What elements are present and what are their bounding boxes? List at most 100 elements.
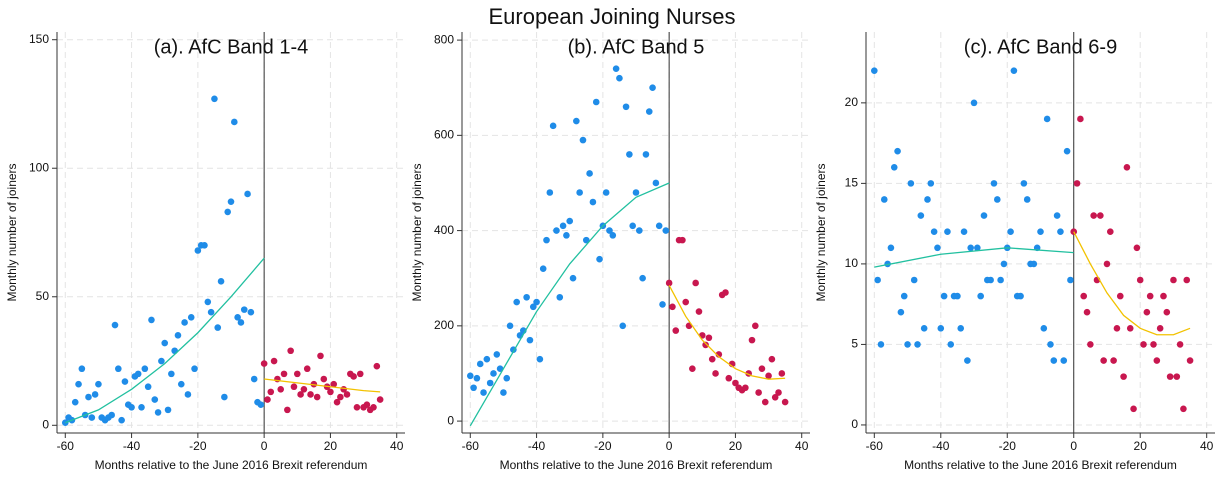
- point: [957, 325, 965, 332]
- y-tick-label: 20: [845, 95, 859, 109]
- point: [573, 117, 580, 125]
- panel: 0 50 100 150 -60 -40 -20 0 20 40 (a). AfC Band 1-4…: [5, 32, 405, 472]
- point: [154, 409, 162, 416]
- point: [1180, 405, 1187, 413]
- point: [1103, 260, 1111, 268]
- point: [987, 276, 994, 284]
- point: [513, 298, 520, 306]
- point: [559, 222, 567, 230]
- point: [247, 308, 255, 316]
- point: [78, 365, 86, 373]
- point: [934, 244, 941, 252]
- point: [1150, 341, 1157, 348]
- point: [695, 308, 703, 315]
- point: [940, 292, 948, 300]
- point: [121, 378, 129, 385]
- point: [500, 389, 507, 396]
- point: [539, 265, 547, 272]
- point: [655, 222, 663, 230]
- point: [470, 384, 477, 392]
- point: [1153, 357, 1161, 364]
- point: [533, 298, 540, 306]
- point: [1170, 276, 1177, 284]
- point: [702, 341, 709, 349]
- point: [752, 322, 759, 330]
- point: [1023, 196, 1031, 203]
- point: [937, 325, 945, 332]
- point: [1120, 373, 1127, 380]
- point: [303, 365, 311, 373]
- y-tick-label: 0: [851, 417, 858, 431]
- point: [376, 396, 384, 403]
- point: [370, 403, 377, 411]
- point: [755, 389, 762, 396]
- point: [970, 99, 978, 107]
- point: [705, 334, 713, 342]
- point: [284, 406, 291, 414]
- point: [612, 65, 620, 72]
- point: [343, 391, 351, 398]
- y-tick-label: 5: [851, 337, 858, 351]
- point: [1050, 357, 1058, 364]
- point: [990, 180, 998, 187]
- point: [629, 222, 636, 230]
- panel-title: (b). AfC Band 5: [568, 36, 705, 58]
- fit-line: [65, 257, 265, 424]
- point: [563, 232, 570, 239]
- point: [553, 227, 560, 234]
- point: [184, 391, 192, 398]
- point: [234, 314, 241, 321]
- y-tick-label: 150: [29, 32, 49, 46]
- point: [771, 393, 779, 401]
- point: [1040, 325, 1048, 332]
- x-axis-label: Months relative to the June 2016 Brexit …: [500, 458, 773, 472]
- x-tick-label: -60: [866, 439, 884, 453]
- point: [529, 303, 537, 311]
- point: [579, 136, 587, 144]
- point: [1173, 373, 1181, 380]
- point: [1166, 373, 1174, 380]
- point: [483, 355, 491, 363]
- point: [168, 370, 175, 378]
- x-tick-label: 20: [729, 439, 743, 453]
- point: [1146, 292, 1154, 300]
- point: [75, 380, 82, 388]
- y-tick-label: 600: [434, 128, 454, 142]
- point: [894, 147, 901, 155]
- point: [108, 411, 115, 419]
- point: [682, 298, 690, 306]
- point: [217, 278, 225, 285]
- point: [1126, 325, 1134, 332]
- point: [194, 247, 202, 254]
- point: [158, 357, 165, 365]
- point: [586, 170, 593, 177]
- point: [556, 293, 564, 301]
- point: [900, 292, 908, 300]
- point: [679, 236, 686, 244]
- point: [224, 208, 231, 216]
- point: [1143, 308, 1151, 316]
- point: [1030, 260, 1038, 268]
- figure-title: European Joining Nurses: [488, 4, 735, 29]
- point: [890, 163, 898, 171]
- point: [240, 306, 248, 313]
- point: [659, 301, 666, 308]
- point: [221, 393, 228, 401]
- point: [1123, 163, 1131, 171]
- point: [1077, 115, 1084, 123]
- point: [277, 386, 285, 393]
- point: [566, 217, 574, 225]
- point: [144, 383, 152, 391]
- point: [665, 279, 673, 287]
- point: [977, 292, 984, 300]
- point: [1007, 228, 1014, 235]
- point: [85, 393, 92, 401]
- point: [1017, 292, 1024, 300]
- point: [191, 365, 198, 373]
- x-tick-label: -60: [57, 439, 75, 453]
- point: [874, 276, 881, 284]
- point: [138, 403, 145, 411]
- point: [974, 244, 981, 252]
- point: [1110, 357, 1117, 364]
